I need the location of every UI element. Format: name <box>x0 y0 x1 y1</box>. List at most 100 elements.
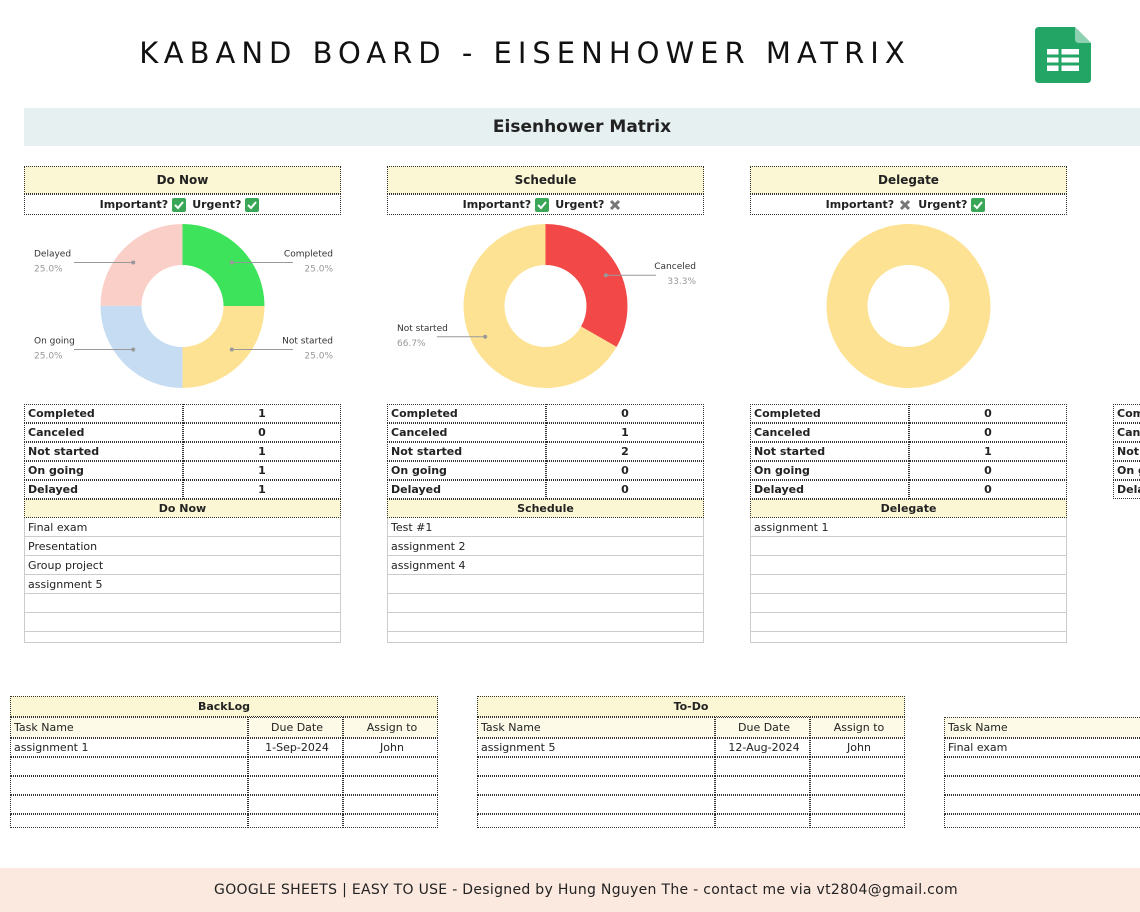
task-cell <box>387 613 704 632</box>
table-cell <box>715 795 810 814</box>
table-cell: Final exam <box>944 738 1140 757</box>
status-label: Completed <box>24 404 183 423</box>
table-cell <box>715 757 810 776</box>
leader-dot <box>131 260 136 265</box>
quadrant-title: Do Now <box>24 166 341 194</box>
slice-label: On going <box>34 336 75 346</box>
column-header: Assign to <box>343 717 438 738</box>
check-icon <box>245 197 260 212</box>
column-header: Task Name <box>477 717 715 738</box>
task-cell: Presentation <box>24 537 341 556</box>
leader-dot <box>483 334 488 339</box>
check-box <box>535 197 550 212</box>
status-count: 0 <box>909 404 1067 423</box>
table-cell: 1-Sep-2024 <box>248 738 343 757</box>
column-header: Due Date <box>715 717 810 738</box>
table-cell <box>343 776 438 795</box>
status-label: Canceled <box>1113 423 1140 442</box>
page-title: KABAND BOARD - EISENHOWER MATRIX <box>139 35 911 70</box>
table-cell: John <box>810 738 905 757</box>
column-header: Task Name <box>944 717 1140 738</box>
donut-slice <box>100 224 265 388</box>
check-mark <box>174 200 184 209</box>
table-cell: 12-Aug-2024 <box>715 738 810 757</box>
slice-value-label: 25.0% <box>34 351 63 361</box>
leader-dot <box>229 260 234 265</box>
table-cell: John <box>343 738 438 757</box>
status-label: On going <box>387 461 546 480</box>
task-cell <box>24 632 341 643</box>
table-cell <box>10 795 248 814</box>
task-cell <box>750 556 1067 575</box>
table-cell <box>343 757 438 776</box>
task-cell: assignment 1 <box>750 518 1067 537</box>
flag-label: Urgent? <box>192 198 242 211</box>
status-count: 0 <box>909 461 1067 480</box>
table-cell <box>343 795 438 814</box>
status-label: Not started <box>387 442 546 461</box>
check-icon <box>172 197 187 212</box>
flag-label: Important? <box>99 198 169 211</box>
table-cell <box>248 757 343 776</box>
priority-flags: Important? Urgent? <box>24 194 341 215</box>
quadrant-title: Schedule <box>387 166 704 194</box>
table-cell <box>248 776 343 795</box>
slice-value-label: 25.0% <box>304 351 333 361</box>
task-cell <box>387 594 704 613</box>
status-count: 0 <box>546 461 704 480</box>
flag-label: Urgent? <box>555 198 605 211</box>
table-cell <box>343 814 438 828</box>
status-label: Completed <box>1113 404 1140 423</box>
donut-slice <box>100 224 265 388</box>
status-label: On going <box>750 461 909 480</box>
status-label: On going <box>1113 461 1140 480</box>
task-list-title: Schedule <box>387 499 704 518</box>
task-cell: Test #1 <box>387 518 704 537</box>
donut-chart <box>826 224 991 388</box>
status-label: On going <box>24 461 183 480</box>
task-list-title: Do Now <box>24 499 341 518</box>
priority-flags: Important? Urgent? <box>750 194 1067 215</box>
task-cell <box>387 575 704 594</box>
slice-value-label: 33.3% <box>667 277 696 287</box>
status-count: 0 <box>183 423 341 442</box>
status-count: 2 <box>546 442 704 461</box>
slice-label: Not started <box>282 336 333 346</box>
slice-value-label: 25.0% <box>304 265 333 275</box>
table-cell <box>477 776 715 795</box>
check-mark <box>247 200 258 209</box>
task-cell <box>750 613 1067 632</box>
status-count: 0 <box>909 480 1067 499</box>
table-cell <box>10 814 248 828</box>
status-count: 1 <box>183 442 341 461</box>
donut-chart: Completed 25.0% Not started 25.0% On going 25… <box>34 224 333 388</box>
check-icon <box>971 197 986 212</box>
table-cell <box>10 757 248 776</box>
task-cell <box>387 632 704 643</box>
table-cell <box>477 757 715 776</box>
table-cell: assignment 5 <box>477 738 715 757</box>
task-cell: assignment 4 <box>387 556 704 575</box>
footer-text: GOOGLE SHEETS | EASY TO USE - Designed b… <box>214 882 958 898</box>
donut-slice <box>826 224 991 388</box>
task-cell <box>750 537 1067 556</box>
task-table-title: To-Do <box>477 696 905 717</box>
slice-label: Not started <box>397 324 448 334</box>
table-cell <box>810 814 905 828</box>
check-box <box>245 197 260 212</box>
cross-icon <box>900 199 911 210</box>
task-cell: Group project <box>24 556 341 575</box>
matrix-title: Eisenhower Matrix <box>24 108 1140 146</box>
check-box <box>971 197 986 212</box>
table-cell <box>944 757 1140 776</box>
task-cell: assignment 5 <box>24 575 341 594</box>
leader-dot <box>603 273 608 278</box>
table-cell <box>944 795 1140 814</box>
status-label: Delayed <box>750 480 909 499</box>
column-header: Due Date <box>248 717 343 738</box>
donut-slice <box>463 224 628 388</box>
task-cell: assignment 2 <box>387 537 704 556</box>
table-cell <box>477 795 715 814</box>
status-label: Canceled <box>750 423 909 442</box>
leader-dot <box>229 347 234 352</box>
